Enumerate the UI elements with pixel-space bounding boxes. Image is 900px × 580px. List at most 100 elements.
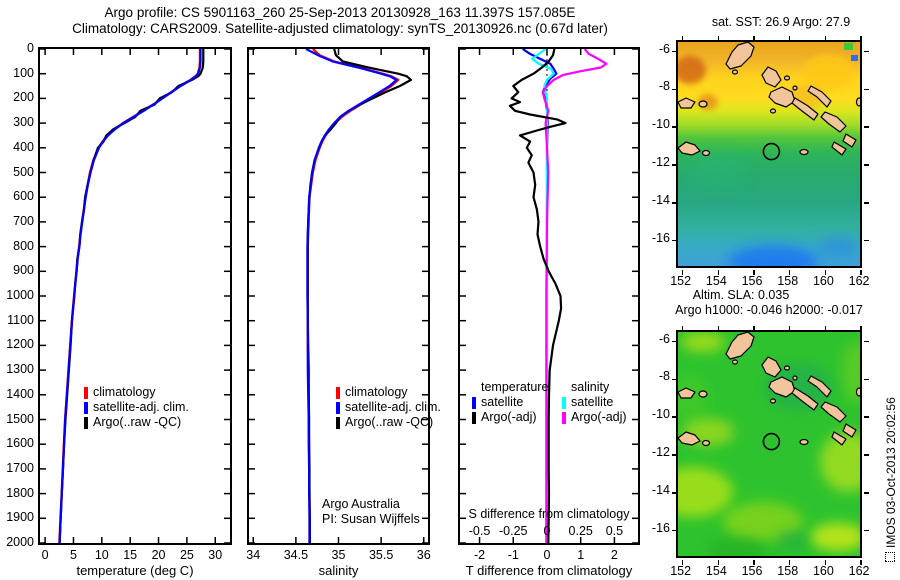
map-x-tick-label: 152 [670, 274, 692, 288]
map-tick [864, 454, 869, 456]
y-tick-label: 500 [13, 164, 34, 179]
legend-label: Argo(..raw -QC) [345, 415, 434, 429]
y-tick-label: 400 [13, 139, 34, 154]
s-tick-label: 0.25 [568, 524, 593, 538]
y-tick-label: 0 [27, 41, 34, 55]
map-x-tick-label: 158 [777, 564, 799, 578]
y-tick-label: 600 [13, 189, 34, 204]
map-x-tick-label: 156 [741, 274, 763, 288]
map-tick [681, 326, 684, 331]
map-y-tick-label: -16 [651, 520, 670, 535]
map-tick [672, 492, 677, 494]
map-y-tick-label: -8 [658, 79, 670, 94]
s-tick-label: -0.25 [499, 524, 528, 538]
y-tick-label: 700 [13, 213, 34, 228]
map-tick [672, 454, 677, 456]
x-tick-label: 0 [543, 548, 551, 562]
difference-profile-series [541, 48, 608, 543]
legend-swatch [84, 416, 88, 429]
legend-item: satellite [562, 395, 627, 410]
sla-map-image [653, 331, 876, 562]
map-tick [824, 560, 827, 565]
map-tick [864, 378, 869, 381]
x-axis-label: salinity [318, 563, 359, 578]
sst-map [672, 36, 869, 278]
imos-logo-icon [885, 552, 895, 562]
map-y-tick-label: -6 [658, 331, 670, 346]
map-y-tick-label: -14 [651, 482, 670, 497]
legend-item: climatology [336, 385, 441, 400]
map-tick [717, 36, 720, 41]
map-tick [860, 270, 862, 275]
map-x-tick-label: 162 [848, 274, 870, 288]
map-x-tick-label: 162 [848, 564, 870, 578]
legend-label: satellite-adj. clim. [93, 400, 189, 414]
map-tick [788, 560, 791, 565]
legend: climatology satellite-adj. clim. Argo(..ra… [336, 385, 441, 430]
map-tick [672, 88, 677, 91]
annotation-line: PI: Susan Wijffels [322, 512, 420, 526]
temperature-profile-series [58, 49, 205, 544]
map-tick [864, 126, 869, 128]
y-tick-label: 1700 [6, 460, 34, 475]
legend-swatch [562, 411, 566, 424]
watermark-text: IMOS 03-Oct-2013 20:02:56 [884, 397, 898, 548]
temperature-profile-series [58, 49, 202, 544]
difference-profile-series [530, 48, 555, 543]
map-tick [672, 529, 677, 532]
legend-label: satellite-adj. clim. [345, 400, 441, 414]
legend-swatch [336, 401, 340, 414]
legend-swatch [84, 401, 88, 414]
legend-item: Argo(..raw -QC) [336, 415, 441, 430]
x-tick-label: 30 [208, 548, 223, 562]
salinity-profile-panel [247, 47, 430, 545]
difference-profile-panel [458, 47, 640, 545]
legend-label: climatology [345, 385, 408, 399]
x-tick-label: 35 [331, 548, 346, 562]
y-tick-label: 1200 [6, 337, 34, 352]
legend-label: satellite [481, 395, 524, 409]
map-tick [681, 270, 684, 275]
sla-map-title-line1: Altim. SLA: 0.035 [692, 288, 790, 302]
map-x-tick-label: 156 [741, 564, 763, 578]
legend-label: satellite [571, 395, 614, 409]
map-y-tick-label: -8 [658, 369, 670, 384]
map-tick [753, 270, 755, 275]
legend-swatch [336, 416, 340, 429]
y-tick-label: 1100 [7, 312, 34, 327]
y-tick-label: 900 [13, 263, 34, 278]
legend-item: climatology [84, 385, 189, 400]
islands-land [677, 41, 863, 157]
map-tick [672, 378, 677, 381]
map-tick [681, 36, 684, 41]
map-tick [717, 270, 720, 275]
map-tick [864, 340, 869, 343]
map-tick [672, 202, 677, 204]
map-tick [672, 126, 677, 128]
map-tick [864, 239, 869, 242]
sla-map [653, 326, 876, 565]
map-tick [753, 36, 755, 41]
x-tick-label: 15 [123, 548, 138, 562]
s-tick-label: 0.5 [605, 524, 624, 538]
map-tick [753, 326, 755, 331]
y-tick-label: 1300 [6, 362, 34, 377]
x-axis-label: T difference from climatology [465, 563, 633, 578]
x-tick-label: -2 [473, 548, 486, 562]
legend-label: Argo(-adj) [481, 410, 537, 424]
legend: temperature satellite Argo(-adj) [472, 380, 548, 425]
map-tick [864, 50, 869, 53]
map-tick [717, 326, 720, 331]
s-axis-label: S difference from climatology [468, 507, 630, 521]
s-tick-label: 0 [543, 524, 551, 538]
y-tick-label: 300 [13, 115, 34, 130]
y-tick-label: 1600 [6, 436, 34, 451]
y-tick-label: 100 [13, 65, 34, 80]
map-y-tick-label: -10 [651, 117, 670, 132]
map-tick [824, 326, 827, 331]
legend-header: temperature [481, 380, 549, 394]
map-x-tick-label: 160 [812, 274, 834, 288]
map-tick [824, 270, 827, 275]
legend-item: Argo(..raw -QC) [84, 415, 189, 430]
annotation-line: Argo Australia [322, 497, 400, 511]
